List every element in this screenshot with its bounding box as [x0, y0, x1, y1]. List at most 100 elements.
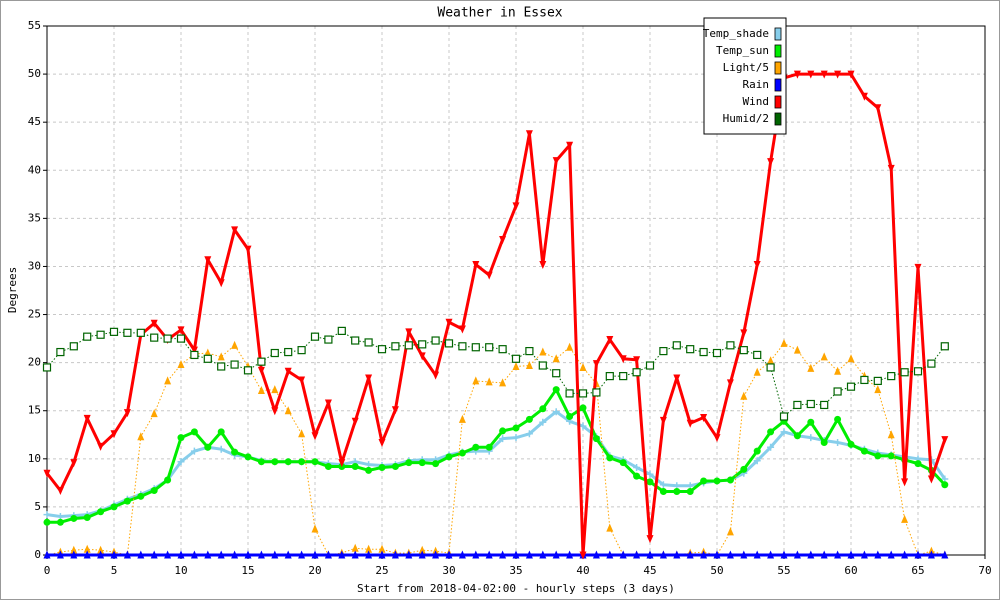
marker — [539, 550, 547, 559]
marker — [686, 550, 694, 559]
marker — [659, 416, 667, 425]
marker — [740, 391, 748, 400]
marker — [713, 477, 721, 485]
legend-label: Humid/2 — [723, 112, 769, 125]
marker — [753, 457, 761, 465]
marker — [780, 550, 788, 559]
marker — [217, 428, 225, 436]
marker — [914, 460, 922, 468]
marker — [176, 334, 186, 343]
legend-swatch — [774, 78, 782, 92]
marker — [807, 363, 815, 372]
y-tick-label: 10 — [28, 452, 41, 465]
marker — [123, 409, 131, 418]
marker — [606, 454, 614, 462]
marker — [566, 550, 574, 559]
y-tick-label: 55 — [28, 19, 41, 32]
y-tick-label: 15 — [28, 404, 41, 417]
marker — [83, 513, 91, 521]
marker — [405, 328, 413, 337]
marker — [257, 366, 265, 375]
x-tick-label: 60 — [844, 564, 857, 577]
marker — [525, 346, 534, 356]
marker — [164, 376, 172, 385]
marker — [324, 550, 332, 559]
marker — [230, 360, 239, 369]
marker — [203, 354, 212, 363]
marker — [659, 346, 668, 356]
marker — [767, 428, 775, 436]
marker — [606, 523, 614, 532]
marker — [659, 550, 667, 559]
marker — [552, 550, 560, 559]
marker — [458, 550, 466, 559]
marker — [137, 432, 145, 441]
marker — [793, 550, 801, 559]
marker — [97, 545, 105, 554]
marker — [137, 492, 145, 500]
marker — [927, 359, 936, 368]
marker — [257, 357, 266, 366]
marker — [552, 369, 561, 378]
marker — [834, 438, 842, 446]
legend-swatch — [774, 112, 782, 126]
marker — [512, 361, 520, 370]
marker — [110, 550, 118, 559]
marker — [311, 432, 319, 441]
marker — [860, 92, 868, 101]
marker — [686, 419, 694, 428]
marker — [257, 458, 265, 466]
legend-label: Temp_sun — [716, 44, 769, 57]
marker — [901, 478, 909, 487]
marker — [499, 378, 507, 387]
marker — [874, 104, 882, 113]
marker — [499, 236, 507, 245]
marker — [874, 385, 882, 394]
marker — [190, 350, 199, 360]
marker — [605, 372, 614, 381]
marker — [645, 361, 655, 370]
marker — [311, 524, 319, 533]
marker — [767, 443, 775, 451]
marker — [391, 463, 399, 471]
marker — [418, 545, 426, 554]
marker — [740, 329, 748, 338]
marker — [83, 550, 91, 559]
marker — [485, 443, 493, 451]
x-tick-label: 70 — [978, 564, 991, 577]
y-tick-label: 45 — [28, 115, 41, 128]
marker — [190, 346, 198, 355]
marker — [257, 386, 265, 395]
marker — [270, 348, 279, 358]
marker — [445, 318, 453, 327]
marker — [190, 428, 198, 436]
marker — [190, 550, 198, 559]
marker — [726, 476, 734, 484]
marker — [566, 412, 574, 420]
marker — [177, 360, 185, 369]
marker — [42, 363, 52, 372]
marker — [806, 399, 815, 409]
marker — [365, 550, 373, 559]
marker — [672, 341, 681, 350]
marker — [793, 345, 801, 354]
legend-swatch — [774, 44, 782, 58]
marker — [887, 372, 896, 381]
marker — [713, 434, 721, 443]
marker — [820, 70, 828, 79]
marker — [525, 415, 533, 423]
marker — [753, 550, 761, 559]
marker — [405, 550, 413, 559]
marker — [311, 458, 319, 466]
marker — [472, 376, 480, 385]
marker — [284, 550, 292, 559]
marker — [807, 70, 815, 79]
marker — [512, 434, 520, 442]
marker — [177, 434, 185, 442]
marker — [499, 427, 507, 435]
marker — [97, 550, 105, 559]
series-line — [45, 72, 947, 557]
marker — [418, 340, 427, 349]
marker — [941, 550, 949, 559]
